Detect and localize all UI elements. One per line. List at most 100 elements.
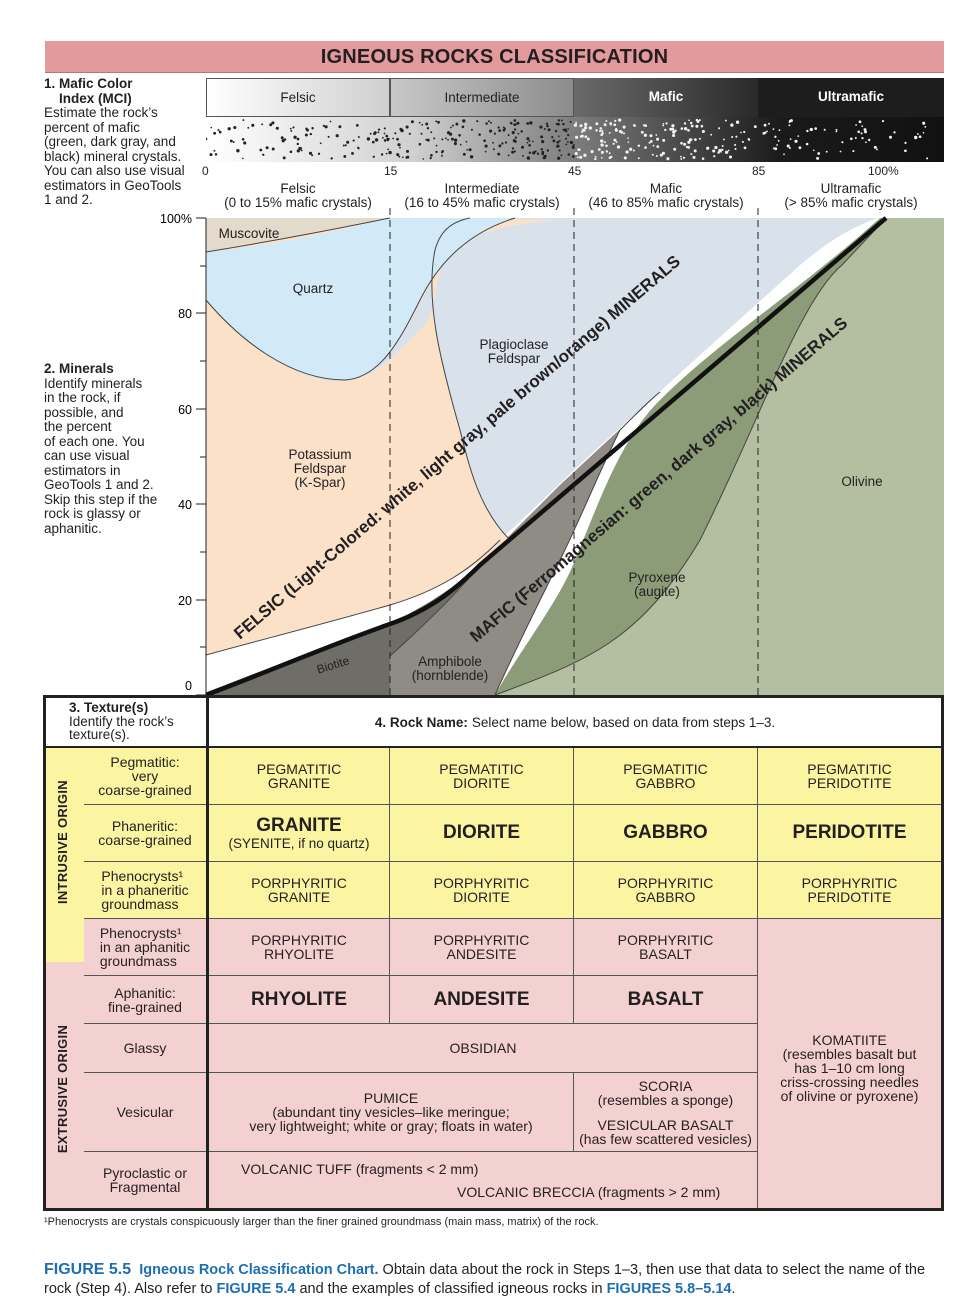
rock-line: PUMICE xyxy=(363,1090,419,1106)
step3-header: 3. Texture(s) Identify the rock’s textur… xyxy=(46,698,206,747)
rock-line: PORPHYRITIC xyxy=(617,932,714,948)
rock-scoria: SCORIA (resembles a sponge) xyxy=(598,1079,733,1107)
step1-line: You can also use visual xyxy=(44,163,185,178)
kspar-label: Potassium xyxy=(288,447,351,462)
step2-line: can use visual xyxy=(44,448,130,463)
pyroxene-label: Pyroxene xyxy=(628,570,685,585)
texture-phenocrysts-phaneritic: Phenocrysts¹ in a phaneritic groundmass xyxy=(84,862,206,919)
kspar-label: (K-Spar) xyxy=(294,475,345,490)
pyroxene-label: (augite) xyxy=(634,584,680,599)
biotite-field xyxy=(206,565,480,695)
texture-line: Fragmental xyxy=(109,1179,181,1195)
step2-line: rock is glassy or xyxy=(44,506,141,521)
kspar-label: Feldspar xyxy=(294,461,347,476)
texture-glassy: Glassy xyxy=(84,1024,206,1073)
mci-band-felsic: Felsic xyxy=(206,78,390,117)
intrusive-origin-column xyxy=(46,748,85,962)
rock-line: PORPHYRITIC xyxy=(251,932,347,948)
step2-line: possible, and xyxy=(44,404,124,420)
quartz-field xyxy=(206,218,515,380)
texture-pegmatitic: Pegmatitic: very coarse-grained xyxy=(84,748,206,805)
step1-instructions: 1. Mafic Color Index (MCI) Estimate the … xyxy=(44,76,204,208)
mci-band-intermediate: Intermediate xyxy=(390,78,574,117)
rock-andesite: ANDESITE xyxy=(390,976,574,1024)
caption-text2: and the examples of classified igneous r… xyxy=(295,1281,607,1297)
rock-pumice: PUMICE (abundant tiny vesicles–like merin… xyxy=(209,1073,574,1152)
rock-porphyritic-diorite: PORPHYRITIC DIORITE xyxy=(390,862,574,919)
mci-tick: 100% xyxy=(868,164,899,178)
category-name: Ultramafic xyxy=(820,181,882,196)
felsic-mafic-boundary xyxy=(205,216,888,698)
rock-pegmatitic-diorite: PEGMATITIC DIORITE xyxy=(390,748,574,805)
step1-heading2: Index (MCI) xyxy=(59,90,132,106)
step1-line: percent of mafic xyxy=(44,119,141,135)
texture-pyroclastic: Pyroclastic or Fragmental xyxy=(84,1152,206,1208)
y-tick-label: 80 xyxy=(178,307,192,321)
rock-peridotite: PERIDOTITE xyxy=(758,805,941,862)
rock-line: KOMATIITE xyxy=(812,1031,887,1048)
step1-line: estimators in GeoTools xyxy=(44,177,182,193)
muscovite-field xyxy=(206,218,390,252)
rock-basalt: BASALT xyxy=(574,976,758,1024)
step3-line: Identify the rock’s xyxy=(69,713,174,729)
muscovite-label: Muscovite xyxy=(219,226,280,241)
category-mafic: Mafic (46 to 85% mafic crystals) xyxy=(574,182,758,210)
rock-granite: GRANITE (SYENITE, if no quartz) xyxy=(209,805,390,862)
rock-line: DIORITE xyxy=(453,775,510,791)
figure-caption: FIGURE 5.5 Igneous Rock Classification C… xyxy=(44,1260,944,1299)
rock-line: GABBRO xyxy=(635,889,696,905)
category-felsic: Felsic (0 to 15% mafic crystals) xyxy=(206,182,390,210)
chart-title: IGNEOUS ROCKS CLASSIFICATION xyxy=(45,41,944,73)
rock-porphyritic-granite: PORPHYRITIC GRANITE xyxy=(209,862,390,919)
category-name: Intermediate xyxy=(444,181,520,196)
rock-line: PORPHYRITIC xyxy=(617,875,714,891)
rock-vesicular-basalt: VESICULAR BASALT (has few scattered vesic… xyxy=(579,1118,752,1146)
category-range: (0 to 15% mafic crystals) xyxy=(224,195,372,210)
rock-line: (abundant tiny vesicles–like meringue; xyxy=(272,1104,510,1120)
plagioclase-label: Feldspar xyxy=(488,351,541,366)
y-tick-label: 20 xyxy=(178,594,192,608)
rock-line: criss-crossing needles xyxy=(780,1073,919,1090)
rock-line: PORPHYRITIC xyxy=(433,875,530,891)
y-tick-label: 100% xyxy=(160,212,192,226)
mci-tick: 0 xyxy=(202,164,209,178)
rock-line: very lightweight; white or gray; floats … xyxy=(249,1118,533,1134)
rock-line: PEGMATITIC xyxy=(807,761,892,777)
rock-porphyritic-peridotite: PORPHYRITIC PERIDOTITE xyxy=(758,862,941,919)
texture-line: in a phaneritic xyxy=(101,882,189,898)
texture-line: Pegmatitic: xyxy=(110,754,180,770)
step2-line: in the rock, if xyxy=(44,390,121,405)
texture-line: Glassy xyxy=(123,1040,167,1056)
texture-line: coarse-grained xyxy=(98,832,192,848)
rock-diorite: DIORITE xyxy=(390,805,574,862)
texture-line: Pyroclastic or xyxy=(102,1165,188,1181)
rock-line: GRANITE xyxy=(256,815,342,836)
rock-pegmatitic-gabbro: PEGMATITIC GABBRO xyxy=(574,748,758,805)
texture-vesicular: Vesicular xyxy=(84,1073,206,1152)
category-intermediate: Intermediate (16 to 45% mafic crystals) xyxy=(390,182,574,210)
mci-tick: 45 xyxy=(568,164,582,178)
rock-porphyritic-rhyolite: PORPHYRITIC RHYOLITE xyxy=(209,919,390,976)
mci-band-ultramafic: Ultramafic xyxy=(758,78,944,117)
intrusive-origin-label: INTRUSIVE ORIGIN xyxy=(55,780,70,904)
kspar-field xyxy=(206,218,515,655)
footnote: ¹Phenocrysts are crystals conspicuously … xyxy=(44,1216,599,1228)
texture-aphanitic: Aphanitic: fine-grained xyxy=(84,976,206,1024)
caption-ref2: FIGURES 5.8–5.14 xyxy=(606,1281,732,1297)
rock-line: (resembles a sponge) xyxy=(597,1091,734,1108)
rock-pegmatitic-granite: PEGMATITIC GRANITE xyxy=(209,748,390,805)
category-range: (16 to 45% mafic crystals) xyxy=(404,195,560,210)
rock-line: DIORITE xyxy=(453,889,510,905)
texture-line: coarse-grained xyxy=(98,782,192,798)
rock-porphyritic-basalt: PORPHYRITIC BASALT xyxy=(574,919,758,976)
rock-pyroclastic: VOLCANIC TUFF (fragments < 2 mm) VOLCANI… xyxy=(209,1152,758,1208)
rock-scoria-vesicular-basalt: SCORIA (resembles a sponge) VESICULAR BAS… xyxy=(574,1073,758,1152)
step1-line: black) mineral crystals. xyxy=(44,148,182,164)
rock-line: (resembles basalt but xyxy=(782,1045,917,1062)
texture-line: Phaneritic: xyxy=(111,818,179,834)
rock-porphyritic-andesite: PORPHYRITIC ANDESITE xyxy=(390,919,574,976)
texture-line: Phenocrysts¹ xyxy=(101,868,184,884)
y-tick-label: 60 xyxy=(178,403,192,417)
rock-volcanic-breccia: VOLCANIC BRECCIA (fragments > 2 mm) xyxy=(457,1184,721,1200)
rock-line: PORPHYRITIC xyxy=(433,932,530,948)
